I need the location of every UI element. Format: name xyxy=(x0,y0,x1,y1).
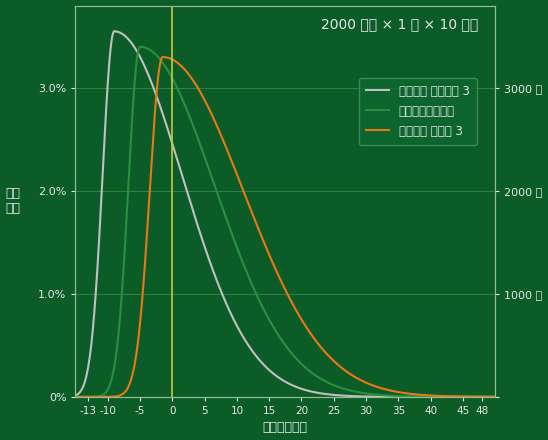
ちょうどボーダー xyxy=(146,47,152,52)
ボーダー プラス 3 xyxy=(233,172,240,177)
Line: ちょうどボーダー: ちょうどボーダー xyxy=(69,47,508,397)
ちょうどボーダー xyxy=(427,394,433,400)
ボーダー プラス 3 xyxy=(145,203,152,209)
Line: ボーダー マイナス 3: ボーダー マイナス 3 xyxy=(69,31,508,397)
ボーダー マイナス 3 xyxy=(427,394,433,400)
ちょうどボーダー xyxy=(233,245,240,250)
ボーダー マイナス 3 xyxy=(329,392,336,397)
ちょうどボーダー xyxy=(393,393,400,399)
ボーダー マイナス 3 xyxy=(146,73,152,79)
ボーダー マイナス 3 xyxy=(66,394,72,400)
ボーダー マイナス 3 xyxy=(233,323,240,328)
ボーダー プラス 3 xyxy=(159,55,166,60)
ちょうどボーダー xyxy=(505,394,511,400)
Line: ボーダー プラス 3: ボーダー プラス 3 xyxy=(69,57,508,397)
ボーダー マイナス 3 xyxy=(505,394,511,400)
ボーダー マイナス 3 xyxy=(111,29,117,34)
ボーダー プラス 3 xyxy=(351,374,358,379)
X-axis label: 収支（万円）: 収支（万円） xyxy=(263,422,308,434)
ちょうどボーダー xyxy=(351,389,358,394)
ちょうどボーダー xyxy=(137,44,144,49)
ボーダー プラス 3 xyxy=(393,389,400,394)
ちょうどボーダー xyxy=(329,382,336,387)
ボーダー プラス 3 xyxy=(427,393,433,398)
ボーダー プラス 3 xyxy=(66,394,72,400)
ボーダー マイナス 3 xyxy=(393,394,400,400)
Text: 2000 回転 × 1 日 × 10 万人: 2000 回転 × 1 日 × 10 万人 xyxy=(321,17,478,31)
Y-axis label: 発生
頻度: 発生 頻度 xyxy=(5,187,21,215)
ボーダー プラス 3 xyxy=(505,394,511,400)
ちょうどボーダー xyxy=(66,394,72,400)
ボーダー マイナス 3 xyxy=(351,393,358,399)
Legend: ボーダー マイナス 3, ちょうどボーダー, ボーダー プラス 3: ボーダー マイナス 3, ちょうどボーダー, ボーダー プラス 3 xyxy=(358,78,477,145)
ボーダー プラス 3 xyxy=(329,357,336,362)
